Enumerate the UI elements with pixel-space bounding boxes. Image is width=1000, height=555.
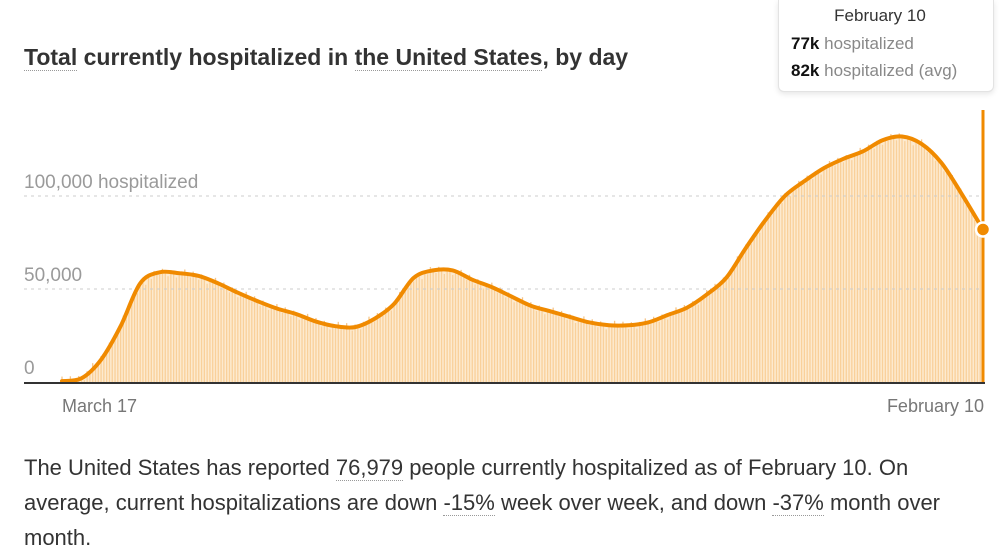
y-tick-label: 50,000 <box>24 265 82 286</box>
summary-part-1: The United States has reported <box>24 455 330 480</box>
tooltip-value-avg: 82k <box>791 61 820 80</box>
title-link-country[interactable]: the United States <box>354 44 543 71</box>
summary-part-2: people currently hospitalized as of Febr… <box>409 455 873 480</box>
x-axis-labels: March 17 February 10 <box>62 396 984 416</box>
y-tick-label: 100,000 hospitalized <box>24 172 198 193</box>
title-link-total[interactable]: Total <box>24 44 78 71</box>
x-tick-label: March 17 <box>62 396 137 416</box>
tooltip-value-daily: 77k <box>791 34 820 53</box>
average-area-fill <box>62 136 983 382</box>
summary-part-4: week over week, and down <box>500 490 767 515</box>
summary-reported-count[interactable]: 76,979 <box>335 455 404 481</box>
hover-marker-dot[interactable] <box>974 221 992 238</box>
summary-part-5: month over month. <box>24 490 941 550</box>
hospitalized-area-chart[interactable]: 0 50,000 100,000 hospitalized March 17 Febr… <box>0 0 1000 440</box>
tooltip-row-daily: 77k hospitalized <box>791 34 914 54</box>
title-text-end: , by day <box>542 44 629 70</box>
summary-week-change[interactable]: -15% <box>443 490 495 516</box>
summary-part-3: On average, current hospitalizations are… <box>24 455 909 515</box>
x-tick-label: February 10 <box>887 396 984 416</box>
hover-tooltip: February 10 77k hospitalized 82k hospita… <box>778 0 994 92</box>
y-tick-label: 0 <box>24 358 35 379</box>
summary-text: The United States has reported 76,979 pe… <box>24 450 984 555</box>
tooltip-row-avg: 82k hospitalized (avg) <box>791 61 957 81</box>
y-axis-labels: 0 50,000 100,000 hospitalized <box>24 172 198 379</box>
tooltip-label-avg: hospitalized (avg) <box>824 61 958 80</box>
tooltip-date: February 10 <box>834 6 926 25</box>
title-text-mid: currently hospitalized in <box>83 44 349 70</box>
chart-title: Total currently hospitalized in the Unit… <box>24 44 628 71</box>
tooltip-label-daily: hospitalized <box>824 34 914 53</box>
average-line <box>60 134 985 384</box>
summary-month-change[interactable]: -37% <box>772 490 824 516</box>
gridlines <box>24 195 983 290</box>
